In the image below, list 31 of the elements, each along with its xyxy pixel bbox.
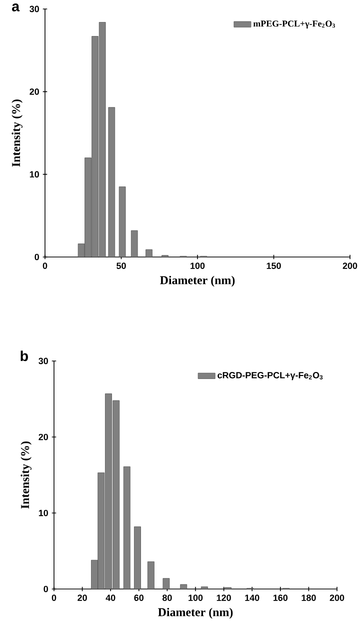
- x-tick-label: 100: [190, 262, 205, 269]
- y-tick-label: 20: [38, 434, 48, 440]
- chart-title: a: [12, 4, 20, 12]
- x-tick-label: 200: [342, 262, 358, 269]
- legend-label: cRGD-PEG-PCL+γ-Fe$_{2}$O$_{3}$: [218, 372, 323, 380]
- y-tick-label: 0: [34, 254, 39, 260]
- x-tick-label: 100: [188, 594, 203, 601]
- y-tick-label: 10: [38, 510, 48, 516]
- x-tick-label: 40: [106, 594, 116, 601]
- y-tick-label: 20: [30, 88, 39, 95]
- x-tick-label: 80: [162, 594, 172, 601]
- x-axis-title: Diameter (nm): [158, 608, 233, 619]
- x-tick-label: 140: [245, 594, 260, 601]
- y-tick-label: 10: [30, 171, 39, 178]
- y-axis-title: Intensity (%): [12, 100, 23, 167]
- x-tick-label: 0: [52, 594, 56, 601]
- chart-title: b: [20, 350, 28, 362]
- y-axis-title: Intensity (%): [20, 441, 32, 509]
- x-axis-title: Diameter (nm): [160, 276, 235, 287]
- y-tick-label: 0: [44, 586, 48, 592]
- x-tick-label: 200: [330, 594, 344, 601]
- x-tick-label: 160: [273, 594, 288, 601]
- y-tick-label: 30: [30, 6, 39, 12]
- y-tick-label: 30: [38, 358, 48, 364]
- x-tick-label: 120: [216, 594, 231, 601]
- legend-label: mPEG-PCL+γ-Fe$_{2}$O$_{3}$: [253, 20, 335, 28]
- x-tick-label: 180: [302, 594, 316, 601]
- x-tick-label: 50: [116, 262, 126, 269]
- x-tick-label: 60: [134, 594, 144, 601]
- x-tick-label: 150: [266, 262, 281, 269]
- x-tick-label: 20: [78, 594, 87, 601]
